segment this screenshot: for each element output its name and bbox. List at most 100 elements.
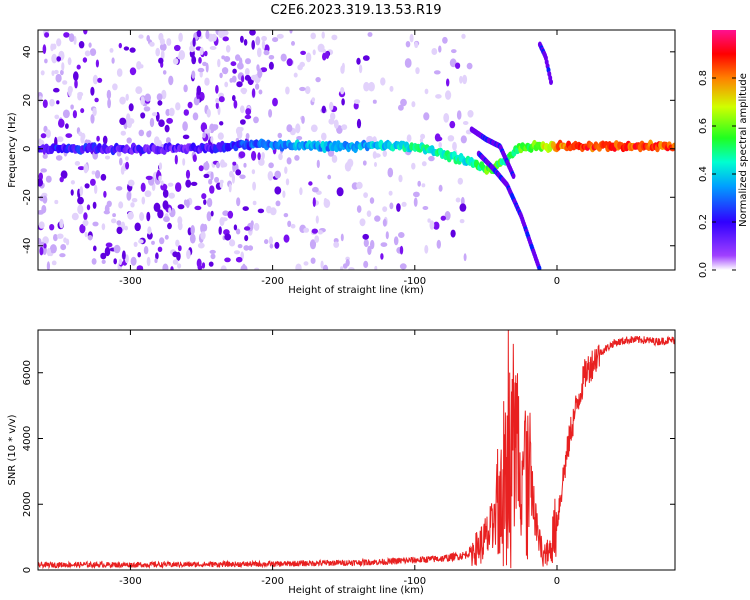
spectrogram-speckle bbox=[199, 47, 204, 55]
spectrogram-speckle bbox=[308, 181, 313, 186]
spectrogram-speckle bbox=[363, 81, 370, 92]
spectrogram-speckle bbox=[435, 94, 442, 99]
spectrogram-speckle bbox=[231, 75, 237, 83]
spectrogram-speckle bbox=[38, 237, 42, 245]
spectrogram-speckle bbox=[126, 191, 132, 201]
spectrogram-speckle bbox=[38, 221, 45, 229]
spectrogram-speckle bbox=[353, 102, 359, 110]
spectrogram-speckle bbox=[286, 157, 292, 165]
spectrogram-speckle bbox=[462, 74, 468, 85]
spectrogram-speckle bbox=[43, 243, 47, 249]
spectrogram-branch-point bbox=[537, 265, 542, 270]
spectrogram-speckle bbox=[243, 39, 248, 46]
spectrogram-speckle bbox=[144, 190, 152, 198]
spectrogram-speckle bbox=[228, 183, 232, 193]
spectrogram-speckle bbox=[312, 186, 319, 193]
spectrogram-speckle bbox=[374, 215, 381, 222]
spectrogram-speckle bbox=[80, 108, 85, 114]
spectrogram-speckle bbox=[315, 215, 319, 224]
spectrogram-speckle bbox=[77, 196, 84, 205]
spectrogram-speckle bbox=[83, 30, 88, 35]
spectrogram-speckle bbox=[317, 230, 323, 235]
spectrogram-speckle bbox=[442, 36, 448, 44]
spectrogram-speckle bbox=[125, 156, 129, 161]
spectrogram-speckle bbox=[140, 112, 146, 119]
spectrogram-speckle bbox=[261, 35, 267, 42]
spectrogram-speckle bbox=[268, 109, 273, 118]
spectrogram-speckle bbox=[405, 41, 411, 48]
spectrogram-speckle bbox=[89, 48, 97, 56]
spectrogram-speckle bbox=[459, 75, 463, 84]
spectrogram-speckle bbox=[127, 211, 134, 220]
spectrogram-speckle bbox=[345, 259, 350, 267]
spectrogram-speckle bbox=[97, 77, 103, 83]
spectrogram-speckle bbox=[70, 104, 74, 110]
spectrogram-speckle bbox=[112, 83, 118, 91]
spectrogram-speckle bbox=[368, 81, 375, 92]
spectrogram-speckle bbox=[126, 137, 132, 144]
spectrogram-speckle bbox=[77, 93, 82, 101]
spectrogram-speckle bbox=[103, 190, 107, 198]
spectrogram-speckle bbox=[71, 212, 79, 221]
spectrogram-speckle bbox=[243, 245, 250, 251]
spectrogram-speckle bbox=[399, 245, 404, 255]
spectrogram-speckle bbox=[174, 154, 178, 165]
spectrogram-speckle bbox=[245, 108, 252, 116]
spectrogram-speckle bbox=[300, 50, 306, 56]
spectrogram-speckle bbox=[120, 130, 127, 136]
spectrogram-speckle bbox=[380, 253, 384, 260]
spectrogram-speckle bbox=[312, 49, 316, 56]
spectrogram-speckle bbox=[149, 117, 155, 128]
spectrogram-speckle bbox=[219, 181, 223, 189]
spectrogram-speckle bbox=[104, 204, 110, 214]
spectrogram-speckle bbox=[201, 262, 206, 269]
spectrogram-speckle bbox=[233, 224, 238, 231]
spectrogram-speckle bbox=[159, 38, 165, 45]
spectrogram-speckle bbox=[124, 225, 128, 231]
spectrogram-speckle bbox=[196, 30, 202, 38]
spectrogram-speckle bbox=[90, 178, 96, 186]
spectrogram-speckle bbox=[293, 72, 298, 78]
spectrogram-speckle bbox=[116, 220, 122, 226]
spectrogram-speckle bbox=[79, 224, 86, 234]
spectrogram-speckle bbox=[169, 109, 174, 114]
spectrogram-speckle bbox=[112, 213, 116, 218]
spectrogram-speckle bbox=[198, 57, 202, 64]
spectrogram-speckle bbox=[369, 197, 375, 204]
spectrogram-speckle bbox=[159, 43, 167, 52]
spectrogram-speckle bbox=[51, 70, 55, 76]
spectrogram-speckle bbox=[177, 204, 185, 210]
spectrogram-speckle bbox=[77, 204, 84, 215]
spectrogram-speckle bbox=[175, 182, 182, 193]
snr-x-label: Height of straight line (km) bbox=[288, 585, 424, 596]
spectrogram-speckle bbox=[125, 161, 130, 170]
spectrogram-speckle bbox=[168, 75, 174, 86]
spectrogram-speckle bbox=[192, 112, 199, 121]
spectrogram-speckle bbox=[92, 221, 99, 227]
spectrogram-speckle bbox=[284, 166, 288, 174]
spectrogram-speckle bbox=[214, 176, 220, 183]
spectrogram-speckle bbox=[39, 246, 44, 256]
spectrogram-speckle bbox=[220, 265, 227, 270]
spectrogram-speckle bbox=[382, 206, 388, 213]
spectrogram-speckle bbox=[449, 120, 456, 129]
spectrogram-x-label: Height of straight line (km) bbox=[288, 285, 424, 296]
spectrogram-speckle bbox=[424, 244, 429, 254]
spectrogram-speckle bbox=[393, 236, 399, 246]
spectrogram-speckle bbox=[237, 62, 244, 70]
spectrogram-speckle bbox=[358, 64, 363, 74]
spectrogram-speckle bbox=[258, 158, 265, 166]
spectrogram-speckle bbox=[428, 155, 435, 162]
y-tick-label: 0 bbox=[22, 146, 33, 152]
spectrogram-speckle bbox=[38, 178, 43, 187]
y-tick-label: 0 bbox=[22, 567, 33, 573]
spectrogram-speckle bbox=[166, 38, 172, 46]
spectrogram-speckle bbox=[451, 49, 457, 54]
spectrogram-speckle bbox=[449, 58, 457, 68]
spectrogram-speckle bbox=[38, 138, 42, 146]
spectrogram-speckle bbox=[333, 241, 340, 248]
spectrogram-speckle bbox=[202, 61, 208, 67]
spectrogram-speckle bbox=[274, 186, 282, 195]
spectrogram-speckle bbox=[40, 133, 47, 139]
spectrogram-speckle bbox=[289, 30, 293, 34]
